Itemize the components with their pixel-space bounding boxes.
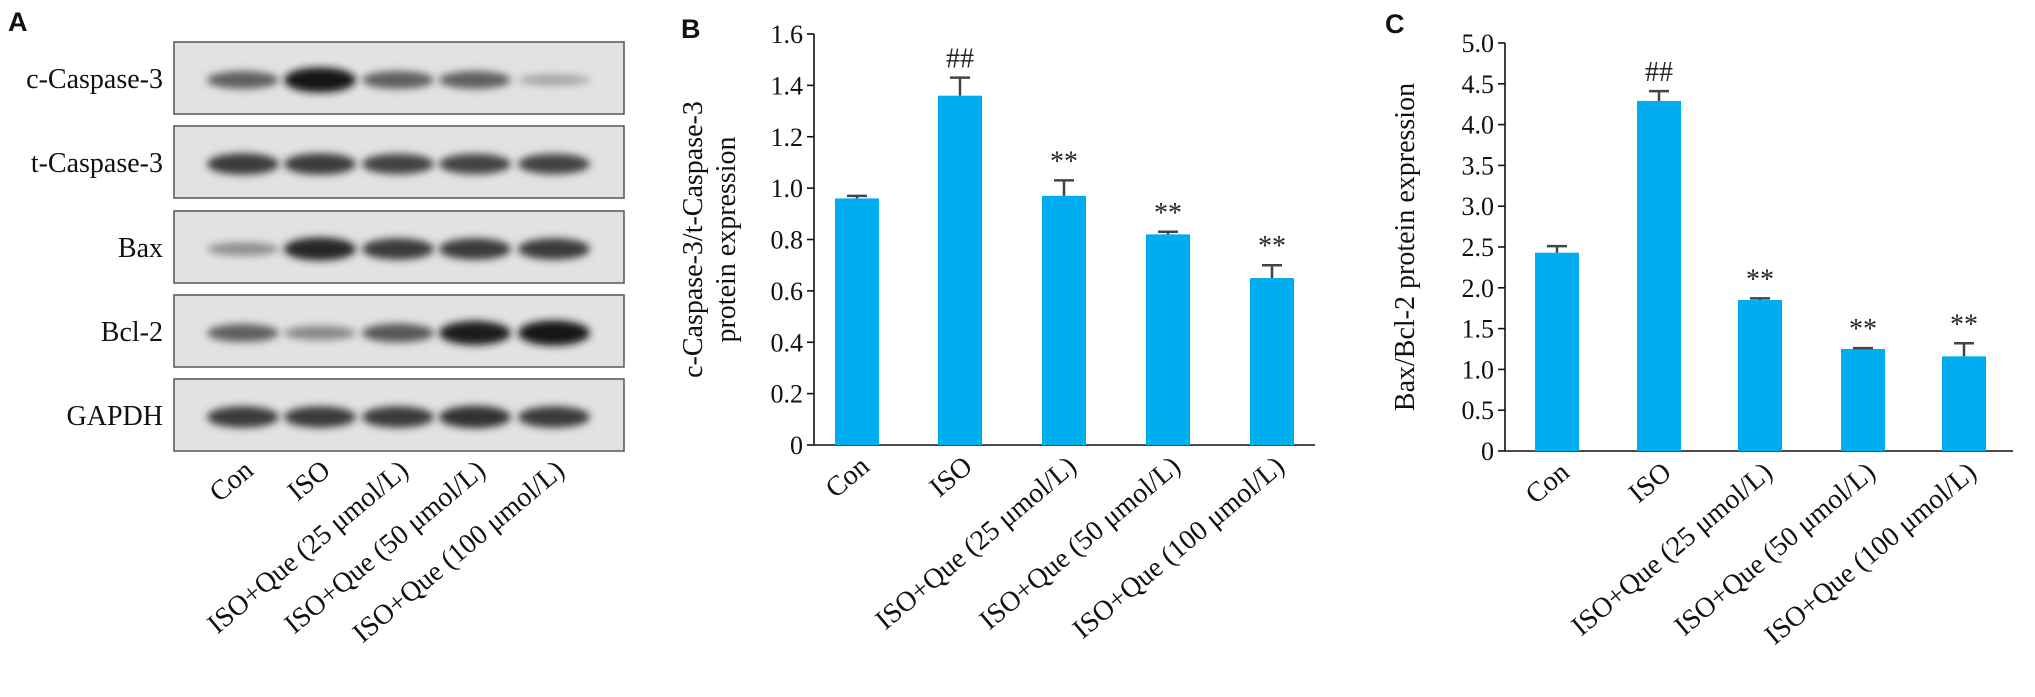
bar	[835, 198, 879, 445]
blot-band	[439, 153, 511, 175]
y-tick-label: 1.0	[1462, 355, 1495, 384]
blot-band	[439, 71, 511, 89]
blot-band	[207, 71, 279, 89]
y-tick-label: 0	[1481, 437, 1494, 466]
y-tick-label: 0.5	[1462, 396, 1495, 425]
blot-band	[518, 320, 590, 346]
blot-row-label: GAPDH	[67, 401, 163, 432]
y-tick-label: 0.2	[771, 380, 804, 409]
bar	[1146, 234, 1190, 445]
blot-lane-label: Con	[204, 455, 260, 509]
significance-label: ##	[1645, 57, 1673, 88]
blot-row-bcl-2: Bcl-2	[101, 294, 625, 368]
blot-band	[362, 153, 434, 175]
blot-row-label: c-Caspase-3	[26, 64, 163, 95]
bar	[1637, 100, 1681, 451]
y-tick-label: 0.6	[771, 277, 804, 306]
bar	[1942, 356, 1986, 451]
significance-label: **	[1050, 146, 1078, 177]
y-tick-label: 3.0	[1462, 192, 1495, 221]
blot-band	[439, 238, 511, 260]
y-tick-label: 4.5	[1462, 70, 1495, 99]
blot-band	[362, 323, 434, 343]
blot-row-label: Bcl-2	[101, 317, 163, 348]
blot-band	[207, 153, 279, 175]
y-axis-label: Bax/Bcl-2 protein expression	[1390, 83, 1421, 411]
bar	[1535, 252, 1579, 451]
blot-band	[518, 74, 590, 86]
blot-band	[284, 67, 356, 93]
bar	[938, 95, 982, 446]
blot-band	[439, 320, 511, 346]
blot-row-label: Bax	[118, 233, 163, 264]
blot-band	[439, 405, 511, 429]
panel-letter-a: A	[8, 7, 28, 37]
blot-band	[518, 406, 590, 428]
blot-band	[284, 153, 356, 175]
y-tick-label: 4.0	[1462, 111, 1495, 140]
blot-row-t-caspase-3: t-Caspase-3	[31, 125, 625, 199]
western-blot: c-Caspase-3 t-Caspase-3 Bax Bcl-2 GAPDH Con IS…	[26, 41, 625, 649]
blot-band	[284, 325, 356, 341]
bar	[1841, 349, 1885, 451]
y-tick-label: 5.0	[1462, 29, 1495, 58]
y-tick-label: 0	[790, 431, 803, 460]
significance-label: **	[1258, 231, 1286, 262]
y-tick-label: 0.4	[771, 328, 804, 357]
bar	[1042, 195, 1086, 445]
panel-letter-c: C	[1385, 9, 1405, 39]
blot-row-gapdh: GAPDH	[67, 378, 625, 452]
blot-band	[362, 406, 434, 428]
y-axis-label: c-Caspase-3/t-Caspase-3	[678, 101, 709, 378]
y-tick-label: 0.8	[771, 226, 804, 255]
chart-b: 0 0.2 0.4 0.6 0.8 1.0 1.2 1.4 1.6 c-Caspase-3/t-C…	[678, 20, 1315, 645]
x-tick-label: Con	[820, 451, 876, 505]
x-tick-label: ISO	[924, 451, 978, 504]
blot-row-bax: Bax	[118, 210, 625, 284]
blot-band	[284, 406, 356, 428]
y-tick-label: 1.5	[1462, 315, 1495, 344]
y-tick-label: 1.4	[771, 71, 804, 100]
y-axis-label: protein expression	[711, 136, 742, 342]
y-tick-label: 2.5	[1462, 233, 1495, 262]
blot-lane-label: ISO	[282, 455, 336, 508]
significance-label: **	[1746, 264, 1774, 295]
blot-band	[207, 406, 279, 428]
y-tick-label: 2.0	[1462, 274, 1495, 303]
blot-row-c-caspase-3: c-Caspase-3	[26, 41, 625, 115]
significance-label: **	[1154, 198, 1182, 229]
blot-band	[518, 238, 590, 260]
y-tick-label: 1.0	[771, 174, 804, 203]
blot-band	[207, 242, 279, 256]
panel-letter-b: B	[681, 14, 701, 44]
blot-band	[362, 238, 434, 260]
bar	[1738, 300, 1782, 451]
blot-band	[518, 153, 590, 175]
bar	[1250, 278, 1294, 445]
x-tick-label: ISO	[1623, 457, 1677, 510]
y-tick-label: 1.6	[771, 20, 804, 49]
x-tick-label: ISO+Que (25 μmol/L)	[870, 451, 1083, 637]
y-tick-label: 3.5	[1462, 151, 1495, 180]
significance-label: **	[1950, 309, 1978, 340]
significance-label: ##	[946, 44, 974, 75]
blot-row-label: t-Caspase-3	[31, 148, 163, 179]
blot-band	[207, 324, 279, 342]
blot-band	[284, 237, 356, 261]
y-tick-label: 1.2	[771, 123, 804, 152]
x-tick-label: Con	[1520, 457, 1576, 511]
significance-label: **	[1849, 314, 1877, 345]
x-tick-label: ISO+Que (50 μmol/L)	[974, 451, 1187, 637]
chart-c: 0 0.5 1.0 1.5 2.0 2.5 3.0 3.5 4.0 4.5 5.0 Bax/Bcl-2…	[1390, 29, 2013, 651]
blot-band	[362, 71, 434, 89]
